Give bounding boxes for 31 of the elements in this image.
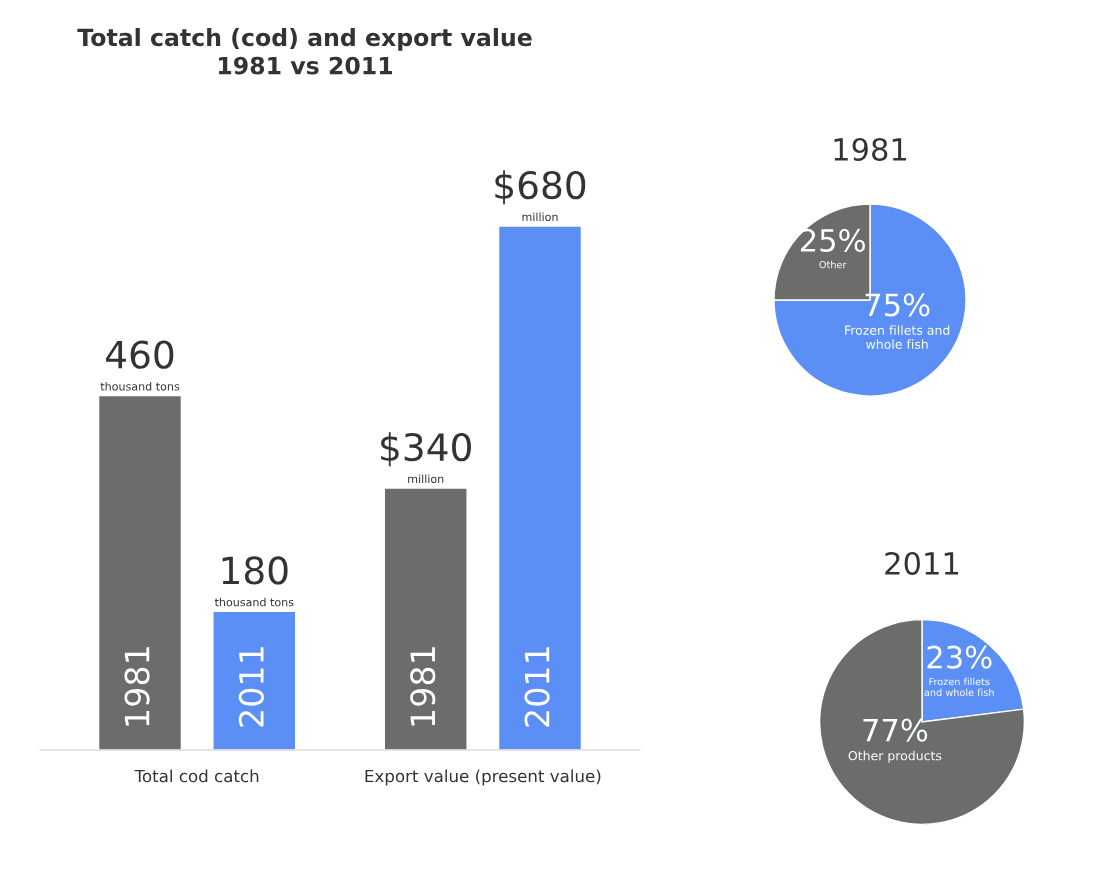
- pie-slice: [818, 618, 1026, 826]
- data-label: $680: [495, 170, 586, 205]
- x-tick-label: Export value (present value): [365, 769, 601, 786]
- chart-title: 2011: [885, 551, 959, 575]
- annotation: million: [408, 474, 444, 484]
- chart-title: 1981: [410, 647, 436, 726]
- slice-label: Other products: [848, 750, 942, 763]
- slice-label: Frozen fillets and whole fish: [845, 325, 950, 349]
- slice-label: Frozen fillets and whole fish: [924, 677, 994, 697]
- data-label: 77%: [863, 718, 928, 742]
- series-label: 2011: [238, 647, 264, 727]
- data-label: 75%: [865, 293, 930, 317]
- annotation: thousand tons: [214, 597, 294, 607]
- bar: [497, 225, 583, 750]
- chart-title: 1981: [834, 137, 907, 161]
- series-label: 1981: [124, 647, 150, 726]
- bar: [97, 394, 183, 750]
- chart-title: Total catch (cod) and export value 1981 vs 2011: [77, 28, 532, 75]
- text: million: [522, 212, 558, 222]
- data-label: 25%: [800, 228, 865, 252]
- pie-slice: [773, 203, 967, 397]
- annotation: thousand tons: [100, 381, 180, 391]
- data-label: 460: [106, 340, 174, 369]
- slice-label: Other: [819, 260, 847, 269]
- bar: [383, 487, 468, 750]
- data-label: $340: [381, 432, 471, 467]
- bar: [212, 610, 297, 750]
- data-label: 180: [222, 556, 288, 585]
- data-label: 23%: [927, 645, 992, 669]
- x-tick-label: Total cod catch: [134, 769, 259, 783]
- chart-title: 2011: [524, 647, 550, 727]
